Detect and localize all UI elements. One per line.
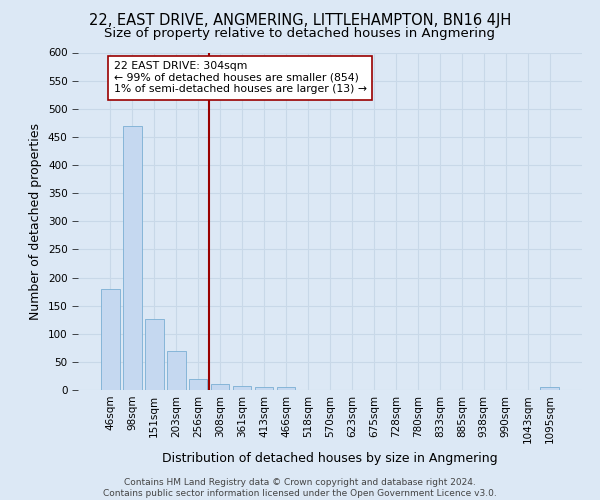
Text: Size of property relative to detached houses in Angmering: Size of property relative to detached ho…	[104, 28, 496, 40]
Bar	[255, 387, 274, 390]
Bar	[541, 387, 559, 390]
Bar	[277, 387, 295, 390]
Bar	[145, 318, 164, 390]
Bar	[167, 350, 185, 390]
Bar	[233, 386, 251, 390]
Text: 22, EAST DRIVE, ANGMERING, LITTLEHAMPTON, BN16 4JH: 22, EAST DRIVE, ANGMERING, LITTLEHAMPTON…	[89, 12, 511, 28]
Bar	[123, 126, 142, 390]
X-axis label: Distribution of detached houses by size in Angmering: Distribution of detached houses by size …	[162, 452, 498, 465]
Bar	[211, 384, 229, 390]
Bar	[189, 380, 208, 390]
Bar	[101, 289, 119, 390]
Text: Contains HM Land Registry data © Crown copyright and database right 2024.
Contai: Contains HM Land Registry data © Crown c…	[103, 478, 497, 498]
Text: 22 EAST DRIVE: 304sqm
← 99% of detached houses are smaller (854)
1% of semi-deta: 22 EAST DRIVE: 304sqm ← 99% of detached …	[113, 61, 367, 94]
Y-axis label: Number of detached properties: Number of detached properties	[29, 122, 42, 320]
